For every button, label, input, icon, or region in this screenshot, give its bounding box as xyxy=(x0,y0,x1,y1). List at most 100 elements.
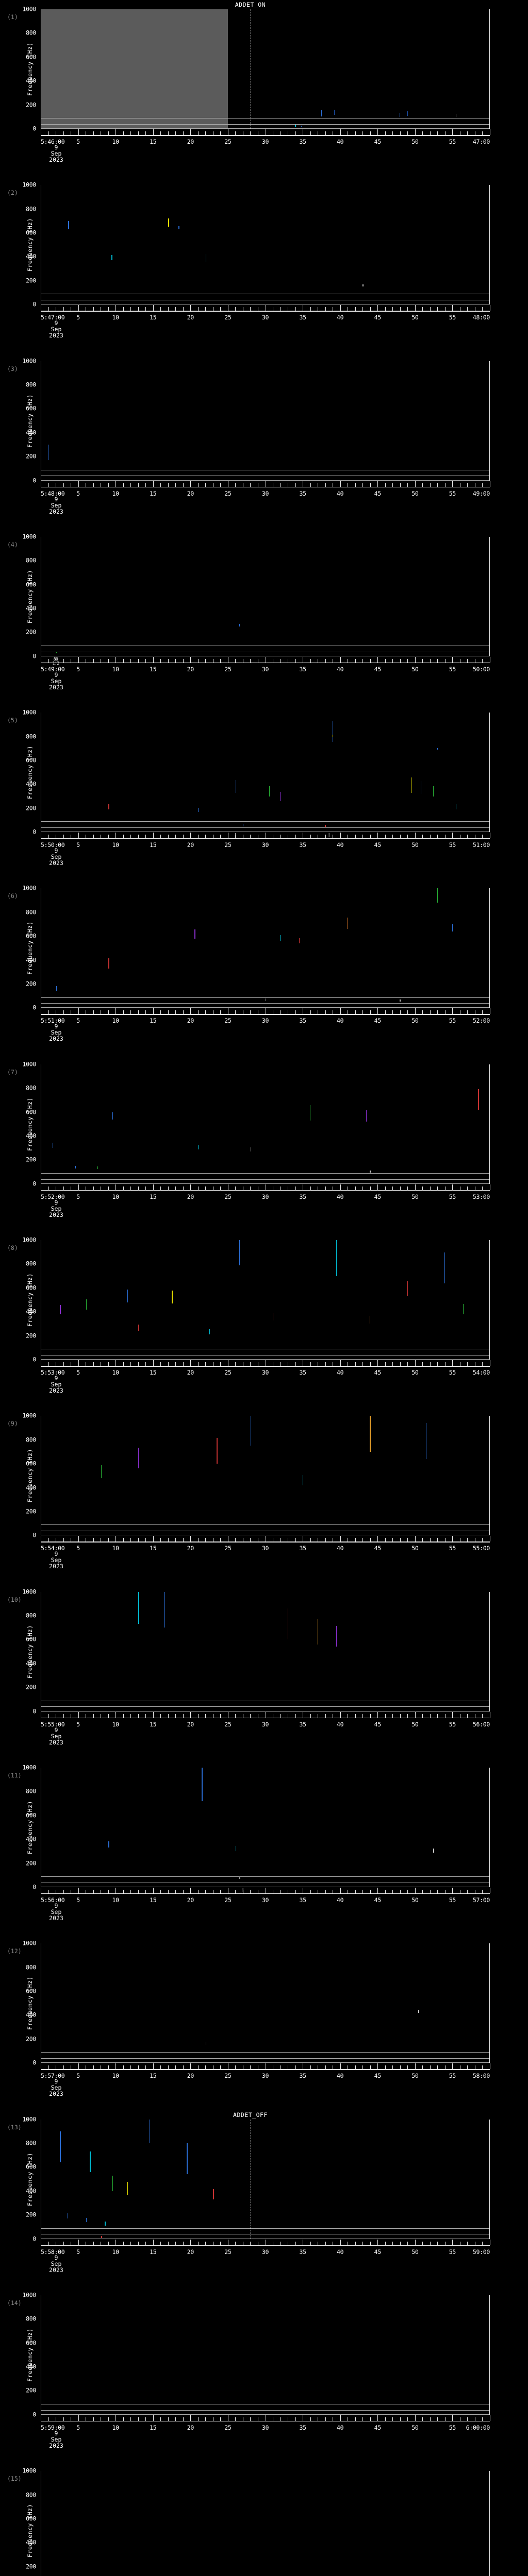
x-tick-minor xyxy=(325,1889,326,1893)
x-tick-minor xyxy=(123,1714,124,1718)
x-tick-minor xyxy=(123,2417,124,2421)
x-tick-minor xyxy=(48,1538,49,1542)
x-tick-minor xyxy=(482,658,483,663)
date-part: 9 xyxy=(54,2078,58,2086)
axis-date-stack: 9 Sep 2023 xyxy=(41,1199,72,1218)
x-tick-minor xyxy=(220,1362,221,1366)
y-tick xyxy=(489,2191,490,2192)
x-tick-minor xyxy=(235,1186,236,1190)
x-tick-label: 45 xyxy=(374,1720,382,1728)
baseline xyxy=(41,2414,489,2415)
x-tick-minor xyxy=(220,1538,221,1542)
x-tick-minor xyxy=(145,835,146,839)
x-tick-minor xyxy=(385,1362,386,1366)
date-part: 2023 xyxy=(49,1914,63,1922)
x-tick-minor xyxy=(205,1538,206,1542)
x-tick-minor xyxy=(168,131,169,135)
detection-trace xyxy=(407,1281,408,1297)
x-tick-label: 45 xyxy=(374,1017,382,1025)
x-tick-label: 55 xyxy=(449,1545,456,1552)
x-tick-major xyxy=(78,2415,79,2421)
detection-trace xyxy=(336,1240,337,1276)
y-tick-minor xyxy=(489,1979,490,1980)
x-tick-minor xyxy=(400,307,401,311)
x-tick-minor xyxy=(280,1362,281,1366)
x-tick-minor xyxy=(444,307,446,311)
y-tick xyxy=(489,2039,490,2040)
x-tick-major xyxy=(190,2415,191,2421)
x-tick-minor xyxy=(160,2417,161,2421)
detection-trace xyxy=(269,786,270,796)
y-tick-minor xyxy=(489,772,490,773)
x-tick-minor xyxy=(430,1538,431,1542)
x-tick-minor xyxy=(108,2241,109,2245)
x-tick-label: 55 xyxy=(449,2424,456,2431)
x-tick-minor xyxy=(220,131,221,135)
x-tick-minor xyxy=(325,2241,326,2245)
panel-9: (9) Frequency (Hz) 0 200 400 600 800 1000 5:54:0… xyxy=(0,1406,528,1582)
detection-trace xyxy=(437,748,438,750)
x-tick-minor xyxy=(482,131,483,135)
x-tick-minor xyxy=(430,307,431,311)
y-tick-label: 400 xyxy=(26,1484,36,1492)
x-tick-minor xyxy=(108,131,109,135)
y-axis: Frequency (Hz) 0 200 400 600 800 1000 xyxy=(0,2292,41,2418)
y-tick-label: 200 xyxy=(26,2563,36,2570)
x-tick-minor xyxy=(138,131,139,135)
panel-number: (1) xyxy=(7,13,18,21)
x-axis-end-label: 56:00 xyxy=(472,1720,490,1728)
y-tick-label: 800 xyxy=(26,2315,36,2323)
detection-trace xyxy=(239,1240,240,1265)
x-tick-label: 25 xyxy=(224,1896,232,1904)
x-tick-minor xyxy=(160,1010,161,1014)
x-tick-minor xyxy=(145,1714,146,1718)
x-tick-minor xyxy=(280,658,281,663)
x-tick-major xyxy=(452,481,453,487)
panel-number: (9) xyxy=(7,1420,18,1428)
axis-date-stack: 9 Sep 2023 xyxy=(41,2255,72,2273)
x-tick-label: 30 xyxy=(261,1369,269,1377)
detection-trace xyxy=(127,2181,128,2195)
x-axis: 5:50:00 5 10 15 20 25 30 35 40 45 50 55 51:00 xyxy=(41,833,490,849)
x-tick-minor xyxy=(385,2417,386,2421)
x-tick-minor xyxy=(310,2065,311,2070)
x-axis: 5:56:00 5 10 15 20 25 30 35 40 45 50 55 57:00 xyxy=(41,1887,490,1904)
gridline xyxy=(41,1524,489,1526)
y-tick-label: 200 xyxy=(26,277,36,284)
y-tick-minor xyxy=(489,620,490,621)
x-tick-label: 5 xyxy=(76,841,80,849)
x-tick-minor xyxy=(205,835,206,839)
x-tick-minor xyxy=(422,483,423,487)
x-tick-minor xyxy=(355,1714,356,1718)
x-axis-end-label: 53:00 xyxy=(472,1193,490,1200)
x-tick-minor xyxy=(130,1010,131,1014)
y-tick-label: 400 xyxy=(26,1659,36,1667)
plot-area xyxy=(41,9,490,129)
x-tick-minor xyxy=(392,307,393,311)
detection-trace xyxy=(239,1876,240,1879)
y-tick-label: 0 xyxy=(32,1180,36,1188)
y-tick-label: 1000 xyxy=(22,533,37,540)
y-tick xyxy=(489,1991,490,1992)
x-tick-minor xyxy=(48,2241,49,2245)
x-tick-major xyxy=(377,833,378,839)
x-tick-minor xyxy=(197,131,199,135)
x-tick-minor xyxy=(175,307,176,311)
x-tick-minor xyxy=(370,483,371,487)
x-tick-major xyxy=(340,2063,341,2070)
x-tick-minor xyxy=(108,1538,109,1542)
x-tick-minor xyxy=(108,1010,109,1014)
gridline xyxy=(41,1706,489,1707)
y-tick-label: 1000 xyxy=(22,181,37,189)
x-axis-end-label: 6:00:00 xyxy=(466,2424,490,2431)
x-tick-minor xyxy=(250,1186,251,1190)
x-tick-minor xyxy=(362,131,364,135)
y-tick-label: 0 xyxy=(32,477,36,484)
x-tick-minor xyxy=(444,835,446,839)
x-tick-minor xyxy=(295,1362,296,1366)
y-tick-label: 200 xyxy=(26,2211,36,2218)
x-tick-minor xyxy=(130,1186,131,1190)
y-tick xyxy=(489,2495,490,2496)
y-axis: Frequency (Hz) 0 200 400 600 800 1000 xyxy=(0,885,41,1011)
x-tick-label: 35 xyxy=(299,2248,306,2256)
